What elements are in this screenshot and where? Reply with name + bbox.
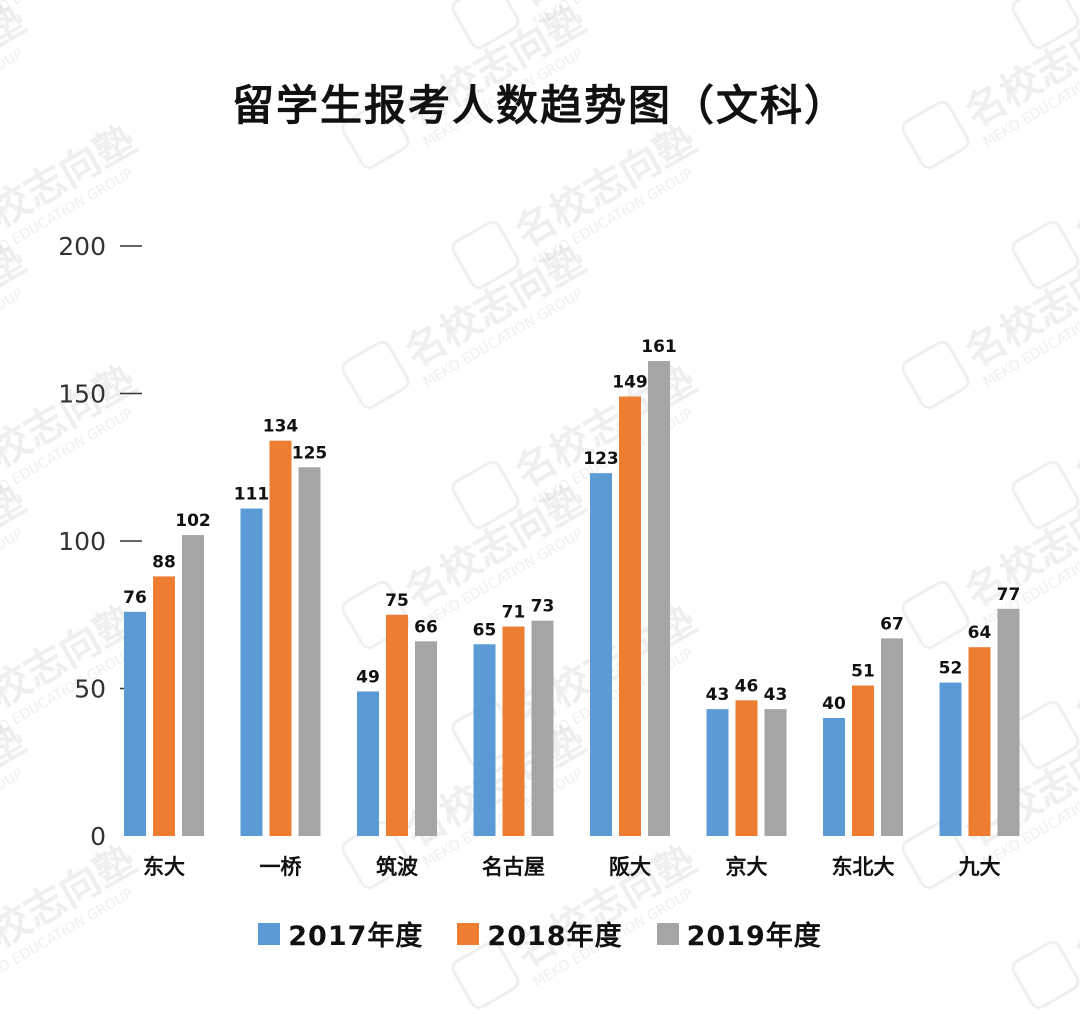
bar xyxy=(124,611,146,836)
legend: 2017年度 2018年度 2019年度 xyxy=(0,914,1080,953)
legend-swatch-2019 xyxy=(656,922,679,945)
watermark-seal xyxy=(1011,460,1080,529)
bar xyxy=(153,576,175,836)
y-tick-label: 150 xyxy=(58,380,106,409)
data-label: 75 xyxy=(385,591,409,611)
data-label: 134 xyxy=(263,417,299,437)
legend-item-2017: 2017年度 xyxy=(258,914,423,953)
legend-label-2019: 2019年度 xyxy=(686,921,822,952)
category-label: 名古屋 xyxy=(482,855,545,879)
data-label: 43 xyxy=(706,685,730,705)
data-label: 149 xyxy=(612,372,648,392)
bar xyxy=(386,614,408,836)
category-label: 筑波 xyxy=(376,855,419,879)
legend-item-2019: 2019年度 xyxy=(656,914,822,953)
category-label: 阪大 xyxy=(609,855,651,879)
data-label: 123 xyxy=(583,449,619,469)
data-label: 46 xyxy=(735,676,759,696)
data-label: 67 xyxy=(880,614,904,634)
category-label: 一桥 xyxy=(260,855,303,879)
bar xyxy=(590,473,612,836)
watermark-seal xyxy=(1011,700,1080,769)
bar xyxy=(357,691,379,836)
data-label: 76 xyxy=(123,588,147,608)
data-label: 64 xyxy=(968,623,992,643)
bar xyxy=(764,709,787,836)
bar xyxy=(415,641,437,836)
data-label: 43 xyxy=(764,685,788,705)
watermark-seal xyxy=(1011,0,1080,49)
category-label: 东北大 xyxy=(832,855,895,879)
bar xyxy=(997,608,1020,836)
watermark-seal xyxy=(901,100,970,169)
bar xyxy=(298,467,321,836)
bar xyxy=(269,440,292,836)
data-label: 102 xyxy=(175,511,211,531)
legend-swatch-2018 xyxy=(457,922,480,945)
data-label: 40 xyxy=(822,694,846,714)
bar xyxy=(968,647,991,836)
chart-title: 留学生报考人数趋势图（文科） xyxy=(231,81,848,130)
bar xyxy=(182,535,204,836)
watermark-seal xyxy=(901,340,970,409)
data-label: 71 xyxy=(502,603,526,623)
data-label: 111 xyxy=(234,485,270,505)
data-label: 77 xyxy=(997,585,1021,605)
data-label: 73 xyxy=(531,597,555,617)
data-label: 125 xyxy=(292,443,328,463)
data-label: 51 xyxy=(851,662,875,682)
legend-label-2017: 2017年度 xyxy=(288,921,424,952)
legend-swatch-2017 xyxy=(258,922,281,945)
data-label: 65 xyxy=(473,620,497,640)
bar xyxy=(240,508,263,836)
bar xyxy=(823,718,845,836)
y-tick-label: 100 xyxy=(58,527,106,556)
watermark-seal xyxy=(451,940,520,1009)
watermark-seal xyxy=(1011,220,1080,289)
category-label: 九大 xyxy=(958,855,1001,879)
bar xyxy=(473,644,496,836)
data-label: 49 xyxy=(356,667,380,687)
bar xyxy=(881,638,903,836)
legend-label-2018: 2018年度 xyxy=(487,921,623,952)
bar xyxy=(735,700,758,836)
bar xyxy=(939,682,962,836)
bar xyxy=(648,361,670,836)
watermark-seal xyxy=(451,0,520,49)
data-label: 161 xyxy=(641,337,677,357)
legend-item-2018: 2018年度 xyxy=(457,914,622,953)
category-label: 京大 xyxy=(726,855,768,879)
bar xyxy=(502,626,525,836)
watermark-seal xyxy=(901,820,970,889)
watermark-seal xyxy=(901,580,970,649)
watermark-seal xyxy=(341,340,410,409)
watermark-seal xyxy=(1011,940,1080,1009)
watermark-seal xyxy=(451,460,520,529)
category-label: 东大 xyxy=(143,855,185,879)
y-tick-label: 0 xyxy=(90,822,106,851)
data-label: 52 xyxy=(939,659,963,679)
data-label: 88 xyxy=(152,552,176,572)
watermark-seal xyxy=(341,100,410,169)
y-tick-label: 200 xyxy=(58,232,106,261)
bar xyxy=(852,685,874,836)
y-tick-label: 50 xyxy=(74,675,106,704)
data-label: 66 xyxy=(414,617,438,637)
bar xyxy=(619,396,641,836)
bar xyxy=(706,709,729,836)
watermark-seal xyxy=(451,220,520,289)
bar xyxy=(531,620,554,836)
